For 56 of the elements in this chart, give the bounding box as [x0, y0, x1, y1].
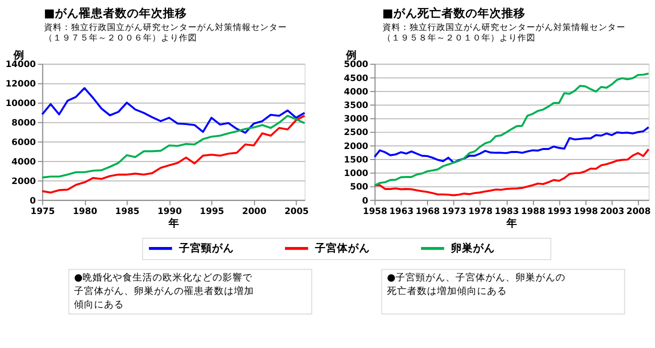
y-tick-label: 2000 [344, 142, 368, 152]
x-tick-label: 1985 [115, 206, 140, 217]
y-tick-label: 8000 [12, 118, 36, 129]
x-tick-label: 2005 [284, 206, 309, 217]
x-tick-label: 1998 [574, 206, 598, 217]
y-tick-label: 5000 [344, 60, 368, 70]
y-tick-label: 4500 [344, 74, 368, 84]
x-tick-label: 1980 [72, 206, 98, 217]
y-tick-label: 14000 [5, 60, 36, 70]
x-tick-label: 1963 [389, 206, 414, 217]
x-tick-label: 2008 [626, 206, 651, 217]
x-tick-label: 1995 [200, 206, 224, 217]
x-tick-label: 1958 [362, 206, 388, 217]
chart-title: ■がん死亡者数の年次推移 [382, 6, 526, 20]
line-series [41, 114, 306, 194]
x-axis-title: 年 [506, 216, 518, 230]
line-series [374, 148, 650, 196]
y-tick-label: 12000 [5, 80, 36, 90]
y-tick-label: 0 [30, 196, 36, 206]
line-series [374, 72, 650, 186]
x-tick-label: 1983 [494, 206, 519, 217]
x-tick-label: 1975 [30, 206, 55, 217]
y-tick-label: 6000 [12, 138, 36, 148]
y-tick-label: 1000 [344, 169, 368, 180]
chart-title: ■がん罹患者数の年次推移 [44, 6, 187, 20]
legend-label: 子宮体がん [314, 241, 370, 254]
text: ●子宮頸がん、子宮体がん、卵巣がんの死亡者数は増加傾向にある [387, 272, 566, 298]
y-tick-label: 2500 [344, 128, 368, 138]
y-tick-label: 4000 [344, 87, 368, 98]
x-tick-label: 1988 [520, 206, 546, 217]
line-series [41, 114, 306, 178]
x-axis-title: 年 [167, 216, 180, 230]
x-tick-label: 1968 [416, 206, 440, 217]
y-tick-label: 10000 [5, 99, 36, 110]
line-series [374, 126, 650, 164]
y-tick-label: 3000 [344, 114, 368, 125]
y-tick-label: 0 [362, 196, 368, 206]
text: 資料：独立行政国立がん研究センターがん対策情報センター（１９５８年～２０１０年）より作図 [382, 22, 626, 44]
x-tick-label: 1990 [157, 206, 182, 217]
text: 資料：独立行政国立がん研究センターがん対策情報センター（１９７５年～２００６年）より作図 [44, 22, 287, 44]
y-tick-label: 500 [350, 182, 368, 193]
x-tick-label: 1993 [547, 206, 572, 217]
y-axis-title: 例 [12, 48, 25, 62]
x-tick-label: 1978 [468, 206, 493, 217]
line-series [41, 87, 306, 134]
y-tick-label: 4000 [12, 157, 36, 168]
y-tick-label: 2000 [12, 176, 36, 187]
x-tick-label: 1973 [442, 206, 466, 217]
y-tick-label: 3500 [344, 101, 368, 112]
x-tick-label: 2000 [242, 206, 266, 217]
legend-label: 卵巣がん [450, 241, 495, 254]
y-tick-label: 1500 [344, 155, 368, 166]
text: ●晩婚化や食生活の欧米化などの影響で子宮体がん、卵巣がんの罹患者数は増加傾向にある [74, 272, 254, 311]
y-axis-title: 例 [344, 48, 357, 62]
x-tick-label: 2003 [600, 206, 624, 217]
legend-label: 子宮頸がん [178, 241, 234, 254]
